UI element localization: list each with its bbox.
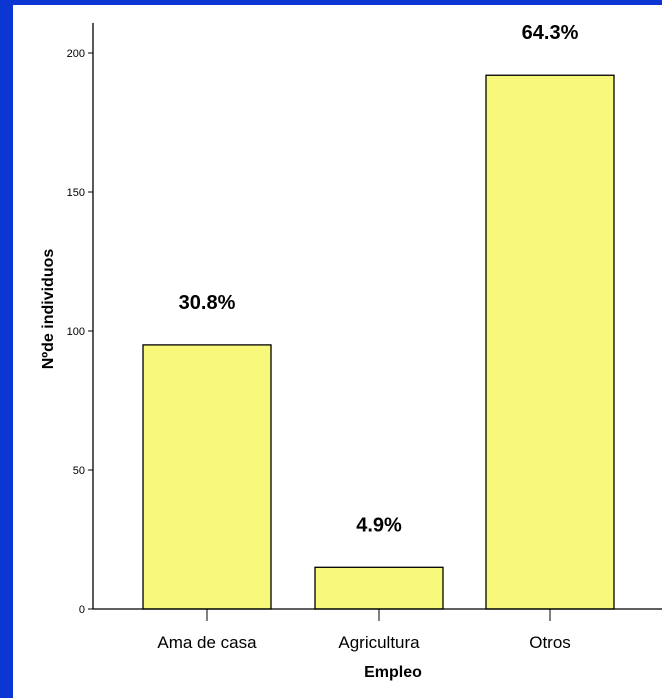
x-tick-label: Agricultura <box>338 633 420 652</box>
x-axis-title: Empleo <box>364 664 422 681</box>
x-tick-label: Otros <box>529 633 571 652</box>
data-label: 64.3% <box>522 22 579 44</box>
data-label: 30.8% <box>179 292 236 314</box>
y-tick-label: 0 <box>79 604 85 616</box>
bar-agricultura <box>314 566 444 610</box>
bar-otros <box>485 74 615 610</box>
y-tick-label: 200 <box>67 48 85 60</box>
bar-ama-de-casa <box>142 344 272 610</box>
y-axis: 0 50 100 150 200 <box>67 23 94 616</box>
x-tick-label: Ama de casa <box>157 633 257 652</box>
y-axis-title: Nºde individuos <box>40 249 57 370</box>
x-axis: Ama de casa Agricultura Otros <box>93 608 662 652</box>
y-tick-label: 50 <box>73 465 85 477</box>
y-tick-label: 150 <box>67 187 85 199</box>
chart-panel: 0 50 100 150 200 30.8% 4.9% 64.3% Ama de casa A… <box>13 5 662 698</box>
bars: 30.8% 4.9% 64.3% <box>142 22 615 610</box>
data-label: 4.9% <box>356 514 402 536</box>
y-tick-label: 100 <box>67 326 85 338</box>
